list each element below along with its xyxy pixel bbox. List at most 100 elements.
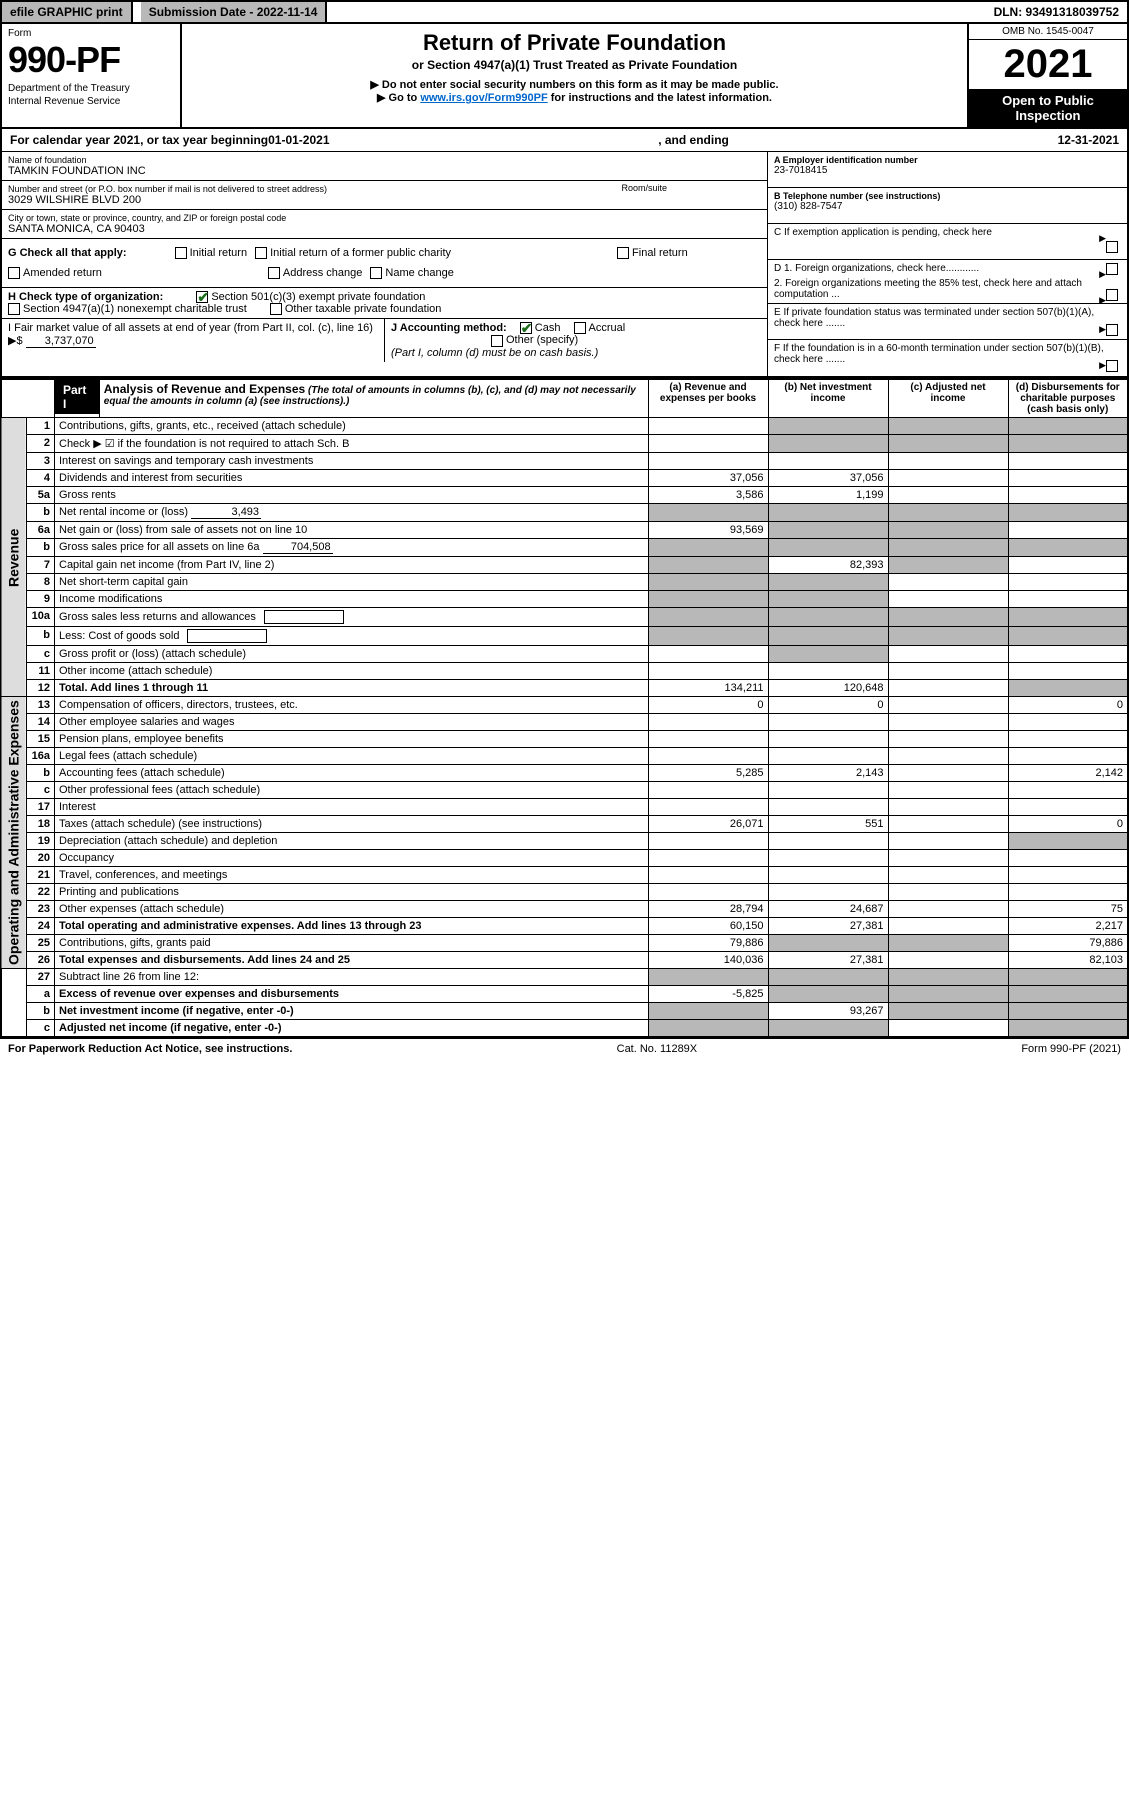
table-row: 12Total. Add lines 1 through 11134,21112… — [1, 680, 1128, 697]
line-desc: Less: Cost of goods sold — [55, 627, 649, 646]
amount-cell — [1008, 627, 1128, 646]
line-number: 4 — [27, 470, 55, 487]
amount-cell — [648, 557, 768, 574]
amount-cell — [888, 1003, 1008, 1020]
amount-cell — [888, 816, 1008, 833]
table-row: cOther professional fees (attach schedul… — [1, 782, 1128, 799]
amount-cell — [1008, 574, 1128, 591]
open-to-public: Open to Public Inspection — [969, 89, 1127, 127]
ein-cell: A Employer identification number 23-7018… — [768, 152, 1127, 188]
e-checkbox[interactable] — [1106, 324, 1118, 336]
amount-cell — [648, 782, 768, 799]
amount-cell — [768, 539, 888, 557]
h-label: H Check type of organization: — [8, 291, 163, 303]
initial-return-checkbox[interactable] — [175, 247, 187, 259]
amount-cell — [768, 833, 888, 850]
line-number: b — [27, 1003, 55, 1020]
c-cell: C If exemption application is pending, c… — [768, 224, 1127, 260]
other-taxable-checkbox[interactable] — [270, 303, 282, 315]
amount-cell — [768, 504, 888, 522]
phone-cell: B Telephone number (see instructions) (3… — [768, 188, 1127, 224]
amount-cell — [888, 884, 1008, 901]
table-row: bGross sales price for all assets on lin… — [1, 539, 1128, 557]
irs-link[interactable]: www.irs.gov/Form990PF — [420, 92, 547, 104]
line-number: 7 — [27, 557, 55, 574]
line-number: b — [27, 504, 55, 522]
note2-post: for instructions and the latest informat… — [548, 92, 772, 104]
amount-cell — [888, 918, 1008, 935]
amount-cell — [1008, 608, 1128, 627]
calyear-mid: , and ending — [330, 133, 1058, 147]
line-desc: Gross sales price for all assets on line… — [55, 539, 649, 557]
id-right: A Employer identification number 23-7018… — [767, 152, 1127, 376]
line-desc: Accounting fees (attach schedule) — [55, 765, 649, 782]
address-change-checkbox[interactable] — [268, 267, 280, 279]
c-checkbox[interactable] — [1106, 241, 1118, 253]
line-desc: Compensation of officers, directors, tru… — [55, 697, 649, 714]
table-row: 18Taxes (attach schedule) (see instructi… — [1, 816, 1128, 833]
amount-cell — [1008, 539, 1128, 557]
line-number: 16a — [27, 748, 55, 765]
amount-cell — [888, 731, 1008, 748]
part1-title: Analysis of Revenue and Expenses — [104, 382, 305, 396]
amount-cell: 3,586 — [648, 487, 768, 504]
501c3-checkbox[interactable] — [196, 291, 208, 303]
amount-cell: 120,648 — [768, 680, 888, 697]
other-method-checkbox[interactable] — [491, 335, 503, 347]
address: 3029 WILSHIRE BLVD 200 — [8, 194, 761, 206]
address-cell: Number and street (or P.O. box number if… — [2, 181, 767, 210]
line-number: b — [27, 627, 55, 646]
amount-cell — [888, 833, 1008, 850]
final-return-checkbox[interactable] — [617, 247, 629, 259]
amount-cell — [1008, 799, 1128, 816]
amount-cell — [648, 539, 768, 557]
line-desc: Occupancy — [55, 850, 649, 867]
header-right: OMB No. 1545-0047 2021 Open to Public In… — [967, 24, 1127, 127]
line-number: 22 — [27, 884, 55, 901]
phone-value: (310) 828-7547 — [774, 201, 1121, 212]
amount-cell — [888, 901, 1008, 918]
side-label: Operating and Administrative Expenses — [1, 697, 27, 969]
amount-cell: -5,825 — [648, 986, 768, 1003]
amount-cell: 140,036 — [648, 952, 768, 969]
table-row: bAccounting fees (attach schedule)5,2852… — [1, 765, 1128, 782]
initial-former-checkbox[interactable] — [255, 247, 267, 259]
efile-print-button[interactable]: efile GRAPHIC print — [2, 2, 133, 22]
amount-cell — [648, 867, 768, 884]
amount-cell — [1008, 453, 1128, 470]
room-label: Room/suite — [621, 183, 667, 193]
amount-cell: 1,199 — [768, 487, 888, 504]
amount-cell — [768, 522, 888, 539]
line-desc: Net short-term capital gain — [55, 574, 649, 591]
line-desc: Contributions, gifts, grants paid — [55, 935, 649, 952]
amount-cell: 2,217 — [1008, 918, 1128, 935]
a-label: A Employer identification number — [774, 155, 918, 165]
amount-cell — [888, 591, 1008, 608]
cash-checkbox[interactable] — [520, 322, 532, 334]
name-change-checkbox[interactable] — [370, 267, 382, 279]
amount-cell — [648, 627, 768, 646]
table-row: cAdjusted net income (if negative, enter… — [1, 1020, 1128, 1038]
accrual-checkbox[interactable] — [574, 322, 586, 334]
d2-label: 2. Foreign organizations meeting the 85%… — [774, 278, 1082, 300]
amended-return-checkbox[interactable] — [8, 267, 20, 279]
line-desc: Other expenses (attach schedule) — [55, 901, 649, 918]
amount-cell — [768, 986, 888, 1003]
submission-date-button[interactable]: Submission Date - 2022-11-14 — [141, 2, 328, 22]
d1-label: D 1. Foreign organizations, check here..… — [774, 263, 979, 274]
calyear-end: 12-31-2021 — [1058, 133, 1119, 147]
part1-table: Part I Analysis of Revenue and Expenses … — [0, 378, 1129, 1038]
footer-left: For Paperwork Reduction Act Notice, see … — [8, 1043, 292, 1055]
line-number: b — [27, 765, 55, 782]
4947-checkbox[interactable] — [8, 303, 20, 315]
omb-number: OMB No. 1545-0047 — [969, 24, 1127, 40]
f-checkbox[interactable] — [1106, 360, 1118, 372]
amount-cell: 75 — [1008, 901, 1128, 918]
table-row: 16aLegal fees (attach schedule) — [1, 748, 1128, 765]
line-desc: Taxes (attach schedule) (see instruction… — [55, 816, 649, 833]
d1-checkbox[interactable] — [1106, 263, 1118, 275]
amount-cell — [648, 850, 768, 867]
line-desc: Printing and publications — [55, 884, 649, 901]
amount-cell — [1008, 969, 1128, 986]
d2-checkbox[interactable] — [1106, 289, 1118, 301]
